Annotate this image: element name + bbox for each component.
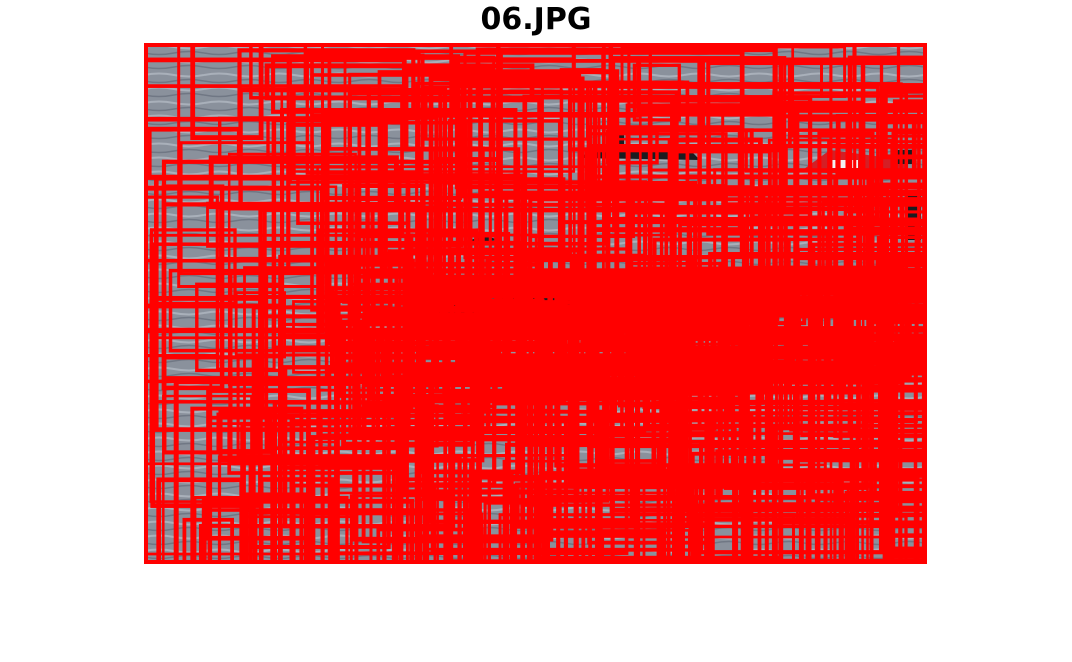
detection-box [299,512,484,564]
figure-title: 06.JPG [480,2,592,37]
detection-box [270,422,338,564]
detection-box [814,497,927,564]
detection-box [156,477,245,564]
detection-box [271,54,461,114]
detection-box [820,58,927,98]
detection-box [452,59,704,116]
detection-box [632,63,681,122]
detection-box [487,478,542,564]
detection-box [534,279,831,381]
detection-box [860,57,927,175]
detection-box [805,470,927,564]
detection-box [601,529,691,564]
detection-box [206,201,464,248]
detection-box [252,509,428,564]
detection-box [190,43,264,140]
detection-box [698,514,908,564]
detection-box [414,268,563,330]
detection-box [636,57,927,113]
detection-box [833,175,927,351]
detection-box [547,268,841,365]
detection-box [882,88,927,160]
detection-box [244,492,309,564]
detection-box [584,147,788,191]
detection-box [654,282,882,309]
detection-box [144,185,325,334]
detection-box [824,484,927,564]
detection-box [546,522,709,564]
detection-box [149,228,237,306]
detection-box [363,272,431,315]
detection-box [666,465,783,564]
detection-box [438,90,679,207]
detection-box [772,426,859,564]
detection-boxes [144,43,927,564]
detection-box [528,198,635,239]
detection-box [207,508,472,564]
detection-box [847,55,927,233]
detection-box [286,122,388,274]
detection-box [844,490,927,564]
detection-box [605,130,659,165]
detection-box [878,347,927,552]
detection-box [356,334,668,432]
detection-box [528,494,804,564]
detection-box [773,520,893,564]
detection-box [869,319,927,526]
detection-box [359,320,703,367]
detection-box [707,416,897,507]
detection-box [659,524,926,564]
detection-box [544,333,623,373]
detection-box [376,527,484,564]
detection-box [150,296,263,508]
detection-box [320,456,396,564]
detection-box [597,115,642,202]
detection-box [631,293,791,356]
detection-box [771,454,927,564]
detection-box [732,479,842,564]
detection-box [690,451,927,564]
detection-box [466,500,586,564]
detection-box [610,475,840,513]
detection-box [258,477,335,564]
detection-box [499,50,745,212]
detection-box [419,498,696,564]
detection-box [195,282,283,373]
detection-box [866,333,927,564]
image-border-box [144,43,927,564]
detection-box [433,485,584,564]
detection-box [227,413,400,475]
detection-box [865,197,927,295]
detection-box [162,394,253,564]
